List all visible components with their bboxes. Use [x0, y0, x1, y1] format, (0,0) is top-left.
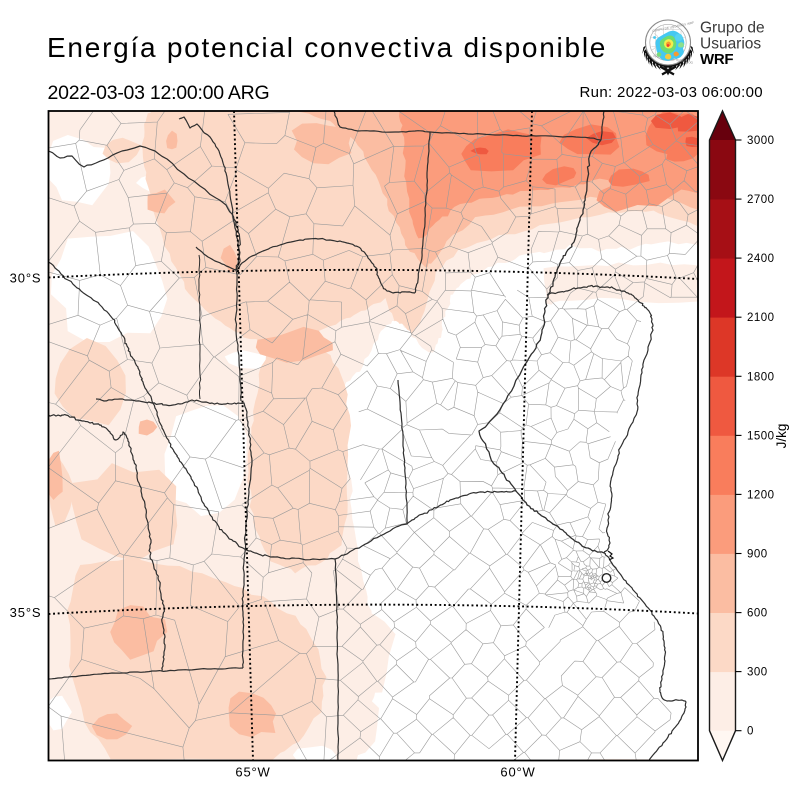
svg-text:2400: 2400	[747, 253, 775, 265]
svg-text:1500: 1500	[747, 430, 775, 442]
svg-text:Usuarios: Usuarios	[700, 36, 761, 53]
svg-text:0: 0	[747, 726, 754, 738]
svg-text:WRF: WRF	[700, 51, 733, 68]
svg-text:Grupo de: Grupo de	[700, 20, 765, 37]
svg-text:NACIONAL DE TECNOLOG: NACIONAL DE TECNOLOG	[653, 54, 694, 65]
svg-text:2100: 2100	[747, 312, 775, 324]
svg-text:2700: 2700	[747, 194, 775, 206]
svg-text:Run: 2022-03-03 06:00:00: Run: 2022-03-03 06:00:00	[579, 84, 763, 101]
svg-text:1800: 1800	[747, 371, 775, 383]
svg-text:600: 600	[747, 608, 768, 620]
svg-text:60°W: 60°W	[500, 765, 535, 780]
svg-text:900: 900	[747, 549, 768, 561]
svg-text:300: 300	[747, 667, 768, 679]
svg-text:1200: 1200	[747, 489, 775, 501]
svg-text:30°S: 30°S	[10, 271, 42, 286]
svg-text:Energía potencial convectiva d: Energía potencial convectiva disponible	[47, 32, 607, 63]
svg-text:2022-03-03 12:00:00 ARG: 2022-03-03 12:00:00 ARG	[48, 82, 270, 104]
svg-text:J/kg: J/kg	[774, 424, 789, 449]
svg-text:3000: 3000	[747, 135, 775, 147]
svg-text:35°S: 35°S	[10, 605, 42, 620]
svg-text:65°W: 65°W	[235, 765, 270, 780]
